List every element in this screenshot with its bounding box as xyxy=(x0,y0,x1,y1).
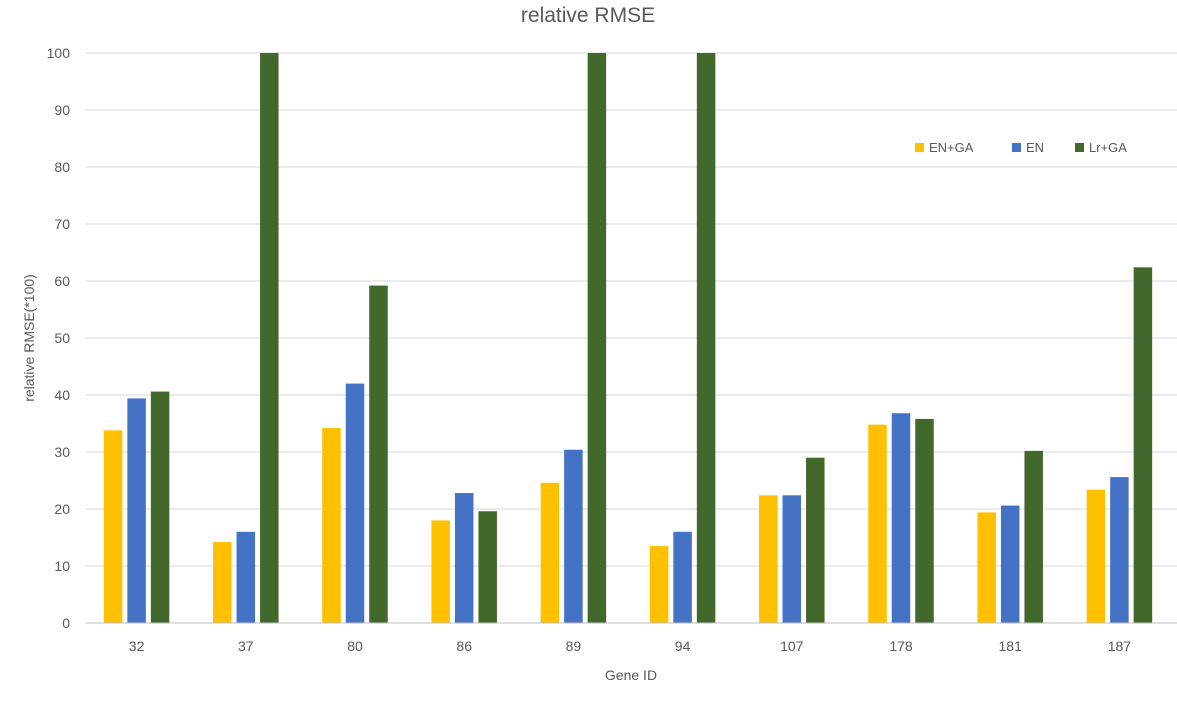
y-tick-label: 20 xyxy=(54,501,70,517)
bar-en-86 xyxy=(454,493,474,623)
bar-en-ga-107 xyxy=(759,495,778,623)
bar-lr-ga-94 xyxy=(696,53,716,623)
bar-en-89 xyxy=(564,449,583,623)
bar-en-ga-187 xyxy=(1086,489,1106,623)
x-axis-ticks: 32 37 80 86 89 94 107 178 181 187 xyxy=(129,638,1131,654)
legend-swatch xyxy=(915,143,924,152)
bar-en-ga-181 xyxy=(977,512,996,623)
bars xyxy=(103,53,1153,623)
y-tick-label: 10 xyxy=(54,558,70,574)
bar-lr-ga-37 xyxy=(260,53,279,623)
y-tick-label: 50 xyxy=(54,330,70,346)
bar-lr-ga-32 xyxy=(150,391,170,623)
y-tick-label: 60 xyxy=(54,273,70,289)
x-tick-label: 178 xyxy=(889,638,913,654)
gridlines xyxy=(85,52,1177,567)
bar-en-ga-80 xyxy=(322,428,341,623)
chart-title: relative RMSE xyxy=(521,4,655,27)
y-axis-title: relative RMSE(*100) xyxy=(21,274,37,402)
bar-lr-ga-187 xyxy=(1133,267,1153,623)
legend-label: Lr+GA xyxy=(1089,140,1127,155)
x-tick-label: 187 xyxy=(1108,638,1132,654)
bar-en-181 xyxy=(1000,505,1020,623)
x-tick-label: 181 xyxy=(999,638,1023,654)
bar-en-ga-37 xyxy=(213,542,232,623)
bar-en-37 xyxy=(236,531,256,623)
y-tick-label: 40 xyxy=(54,387,70,403)
y-tick-label: 90 xyxy=(54,102,70,118)
x-tick-label: 107 xyxy=(780,638,804,654)
legend-label: EN+GA xyxy=(929,140,974,155)
bar-lr-ga-86 xyxy=(478,511,497,623)
y-tick-label: 0 xyxy=(62,615,70,631)
bar-en-80 xyxy=(345,383,365,623)
bar-en-ga-86 xyxy=(431,520,450,623)
bar-en-ga-94 xyxy=(649,546,669,623)
x-tick-label: 37 xyxy=(238,638,254,654)
bar-en-ga-32 xyxy=(103,430,123,623)
bar-lr-ga-89 xyxy=(587,53,607,623)
legend-swatch xyxy=(1075,143,1084,152)
y-tick-label: 30 xyxy=(54,444,70,460)
bar-en-32 xyxy=(127,398,146,623)
x-tick-label: 89 xyxy=(566,638,582,654)
legend-swatch xyxy=(1012,143,1021,152)
bar-lr-ga-107 xyxy=(806,457,825,623)
bar-en-ga-89 xyxy=(540,482,560,623)
bar-lr-ga-181 xyxy=(1024,450,1043,623)
legend: EN+GA EN Lr+GA xyxy=(915,140,1127,155)
x-tick-label: 86 xyxy=(456,638,472,654)
x-tick-label: 80 xyxy=(347,638,363,654)
x-tick-label: 94 xyxy=(675,638,691,654)
x-axis-title: Gene ID xyxy=(605,667,657,683)
bar-lr-ga-178 xyxy=(915,418,934,623)
bar-lr-ga-80 xyxy=(369,285,388,623)
y-tick-label: 80 xyxy=(54,159,70,175)
y-axis-ticks: 0 10 20 30 40 50 60 70 80 90 100 xyxy=(47,45,71,631)
bar-en-107 xyxy=(782,495,802,623)
y-tick-label: 70 xyxy=(54,216,70,232)
bar-en-187 xyxy=(1110,477,1129,623)
bar-en-94 xyxy=(673,531,692,623)
y-tick-label: 100 xyxy=(47,45,71,61)
bar-en-ga-178 xyxy=(868,424,887,623)
x-tick-label: 32 xyxy=(129,638,145,654)
bar-en-178 xyxy=(891,413,911,623)
legend-label: EN xyxy=(1026,140,1044,155)
